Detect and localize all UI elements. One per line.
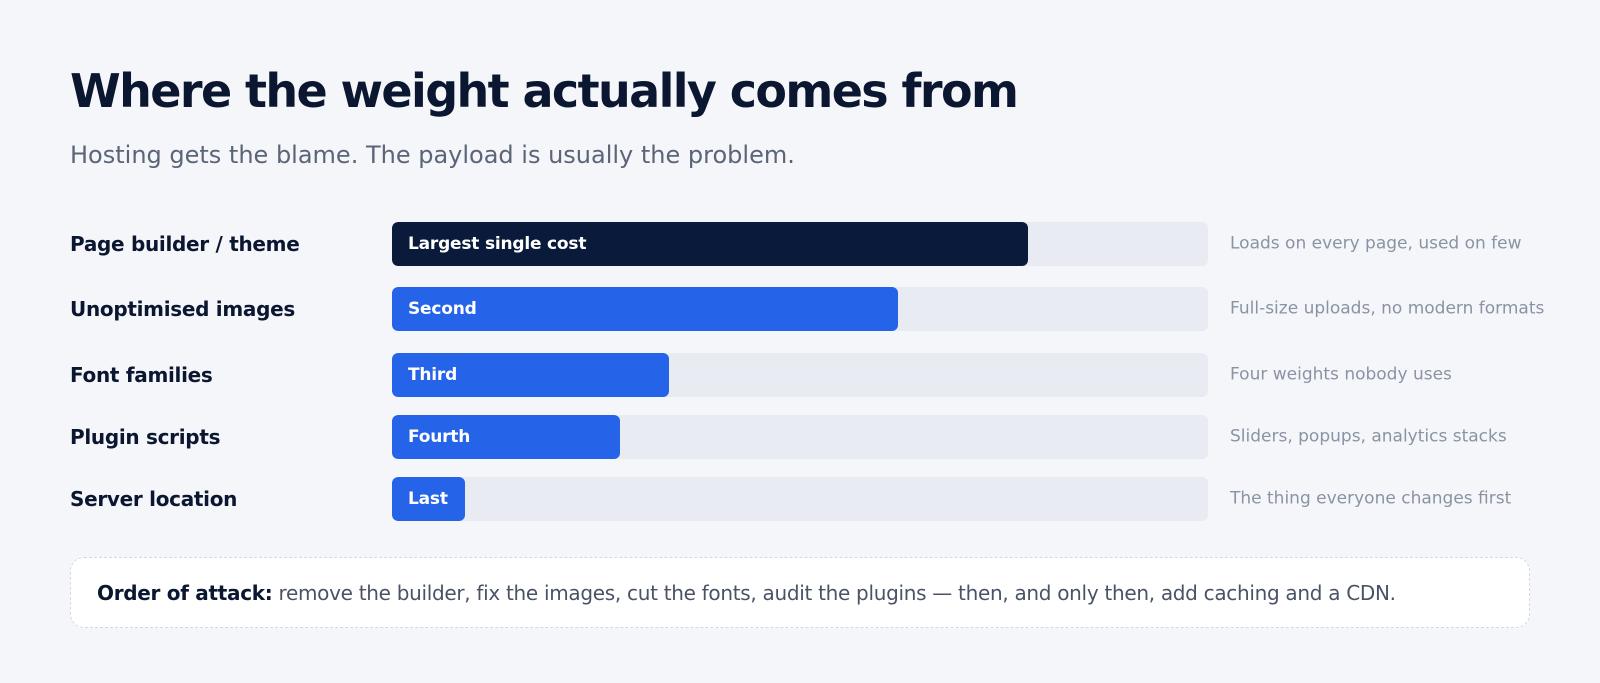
bar-track: Largest single cost <box>392 222 1208 266</box>
bar: Fourth <box>392 415 620 459</box>
bar-label: Largest single cost <box>408 234 587 254</box>
category-label: Page builder / theme <box>70 232 300 256</box>
bar-track: Last <box>392 477 1208 521</box>
bar-annotation: The thing everyone changes first <box>1230 488 1512 509</box>
callout-text: Order of attack: remove the builder, fix… <box>97 581 1396 605</box>
bar-annotation: Loads on every page, used on few <box>1230 233 1522 254</box>
category-label: Server location <box>70 487 238 511</box>
bar-label: Last <box>408 489 448 509</box>
callout-box: Order of attack: remove the builder, fix… <box>70 557 1530 628</box>
category-label: Unoptimised images <box>70 297 295 321</box>
bar-track: Third <box>392 353 1208 397</box>
bar-track: Second <box>392 287 1208 331</box>
bar-label: Second <box>408 299 477 319</box>
category-label: Plugin scripts <box>70 425 221 449</box>
chart-row: Page builder / theme Largest single cost L… <box>0 222 1600 266</box>
bar: Largest single cost <box>392 222 1028 266</box>
bar-label: Fourth <box>408 427 471 447</box>
bar: Second <box>392 287 898 331</box>
bar: Third <box>392 353 669 397</box>
bar: Last <box>392 477 465 521</box>
page-subtitle: Hosting gets the blame. The payload is u… <box>70 141 795 169</box>
page-title: Where the weight actually comes from <box>70 64 1019 118</box>
category-label: Font families <box>70 363 213 387</box>
chart-row: Plugin scripts Fourth Sliders, popups, ana… <box>0 415 1600 459</box>
bar-annotation: Full-size uploads, no modern formats <box>1230 298 1545 319</box>
bar-annotation: Four weights nobody uses <box>1230 364 1452 385</box>
callout-label: Order of attack: <box>97 580 273 605</box>
bar-track: Fourth <box>392 415 1208 459</box>
bar-annotation: Sliders, popups, analytics stacks <box>1230 426 1507 447</box>
chart-row: Unoptimised images Second Full-size upload… <box>0 287 1600 331</box>
bar-label: Third <box>408 365 458 385</box>
chart-row: Server location Last The thing everyone ch… <box>0 477 1600 521</box>
chart-row: Font families Third Four weights nobody us… <box>0 353 1600 397</box>
callout-body: remove the builder, fix the images, cut … <box>272 580 1397 605</box>
